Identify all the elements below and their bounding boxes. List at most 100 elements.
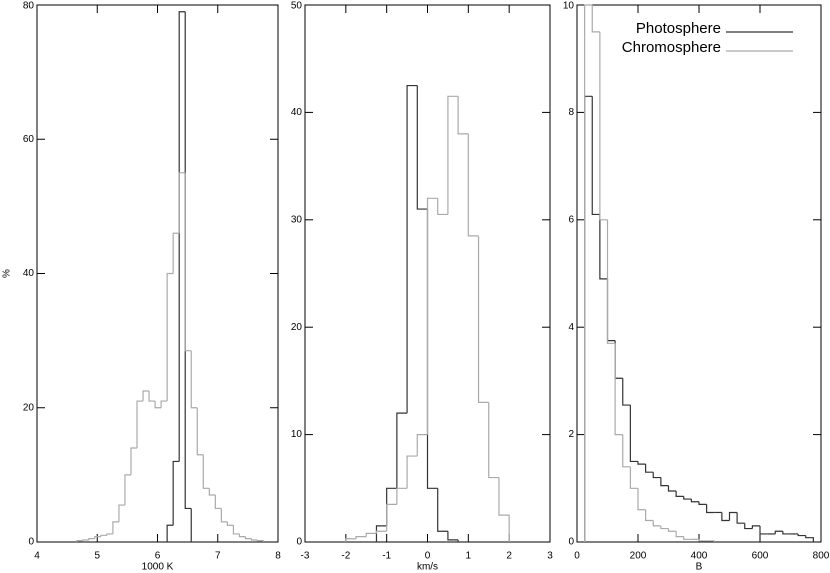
- histogram-step: [172, 232, 180, 274]
- histogram-step: [232, 525, 240, 535]
- histogram-step: [477, 235, 489, 403]
- x-tick-label: -2: [341, 551, 350, 562]
- y-tick-label: 80: [23, 1, 35, 12]
- x-tick-label: 600: [752, 551, 769, 562]
- histogram-step: [667, 485, 677, 492]
- histogram-step: [584, 4, 593, 542]
- histogram-step: [426, 197, 438, 435]
- histogram-step: [88, 538, 95, 540]
- histogram-step: [637, 461, 646, 465]
- histogram-step: [202, 454, 210, 489]
- histogram-step: [238, 533, 246, 538]
- histogram-step: [645, 464, 654, 473]
- x-tick-label: 0: [425, 551, 431, 562]
- histogram-step: [365, 532, 377, 537]
- y-tick-label: 20: [291, 322, 303, 333]
- histogram-step: [706, 504, 715, 514]
- x-tick-label: 7: [215, 551, 221, 562]
- x-tick-label: -3: [301, 551, 310, 562]
- histogram-step: [652, 472, 661, 479]
- y-tick-label: 4: [568, 322, 574, 333]
- y-tick-label: 2: [568, 429, 574, 440]
- histogram-step: [244, 536, 252, 540]
- histogram-step: [599, 214, 608, 280]
- y-tick-label: 10: [563, 1, 575, 12]
- x-axis-label: B: [696, 562, 703, 573]
- histogram-step: [447, 95, 459, 215]
- histogram-step: [584, 95, 593, 542]
- x-tick-label: 6: [155, 551, 161, 562]
- histogram-step: [652, 520, 661, 527]
- histogram-step: [457, 96, 469, 135]
- histogram-step: [160, 400, 168, 408]
- histogram-step: [190, 350, 198, 409]
- histogram-step: [396, 412, 408, 489]
- histogram-step: [118, 504, 125, 522]
- y-tick-label: 50: [291, 1, 303, 12]
- histogram-step: [690, 499, 699, 503]
- histogram-step: [797, 533, 806, 537]
- y-tick-label: 20: [23, 402, 35, 413]
- histogram-step: [256, 539, 265, 542]
- histogram-step: [437, 198, 448, 216]
- histogram-step: [629, 405, 638, 463]
- histogram-step: [660, 477, 669, 487]
- histogram-step: [82, 539, 89, 541]
- y-tick-label: 8: [568, 107, 574, 118]
- y-axis-label: %: [2, 269, 13, 278]
- histogram-step: [406, 84, 418, 414]
- histogram-step: [250, 538, 258, 541]
- x-tick-label: 5: [94, 551, 100, 562]
- histogram-step: [355, 536, 367, 539]
- histogram-step: [396, 487, 408, 505]
- x-tick-label: 0: [574, 551, 580, 562]
- y-tick-label: 0: [568, 537, 574, 548]
- histogram-step: [675, 490, 684, 497]
- histogram-step: [178, 11, 186, 462]
- y-tick-label: 0: [296, 537, 302, 548]
- histogram-step: [220, 508, 228, 523]
- histogram-step: [166, 524, 174, 542]
- histogram-step: [426, 209, 438, 489]
- histogram-step: [172, 460, 180, 526]
- histogram-step: [416, 85, 428, 210]
- histogram-step: [660, 525, 669, 530]
- y-tick-label: 0: [28, 537, 34, 548]
- histogram-step: [622, 378, 631, 406]
- histogram-step: [100, 534, 107, 537]
- histogram-step: [94, 536, 101, 539]
- histogram-step: [736, 512, 745, 524]
- histogram-step: [744, 523, 753, 530]
- y-tick-label: 10: [291, 429, 303, 440]
- histogram-step: [698, 501, 707, 506]
- histogram-step: [622, 434, 631, 468]
- histogram-step: [184, 172, 192, 352]
- histogram-step: [226, 521, 234, 526]
- x-tick-label: 400: [691, 551, 708, 562]
- histogram-step: [124, 474, 131, 506]
- x-tick-label: 1: [466, 551, 472, 562]
- histogram-step: [416, 434, 428, 457]
- histogram-step: [599, 31, 608, 221]
- x-tick-label: -1: [382, 551, 391, 562]
- histogram-step: [683, 496, 692, 500]
- histogram-step: [606, 219, 616, 344]
- y-tick-label: 6: [568, 214, 574, 225]
- histogram-step: [375, 530, 387, 534]
- histogram-step: [675, 531, 684, 538]
- histogram-step: [667, 528, 677, 532]
- x-tick-label: 800: [813, 551, 830, 562]
- histogram-step: [106, 533, 113, 536]
- histogram-step: [190, 508, 198, 542]
- x-tick-label: 2: [506, 551, 512, 562]
- histogram-step: [774, 530, 783, 534]
- histogram-step: [214, 495, 222, 510]
- histogram-step: [457, 539, 469, 542]
- x-axis-label: 1000 K: [142, 562, 174, 573]
- plot-frame: [576, 4, 822, 543]
- histogram-step: [406, 455, 418, 489]
- histogram-step: [166, 272, 174, 402]
- histogram-step: [178, 172, 186, 234]
- histogram-step: [447, 531, 459, 541]
